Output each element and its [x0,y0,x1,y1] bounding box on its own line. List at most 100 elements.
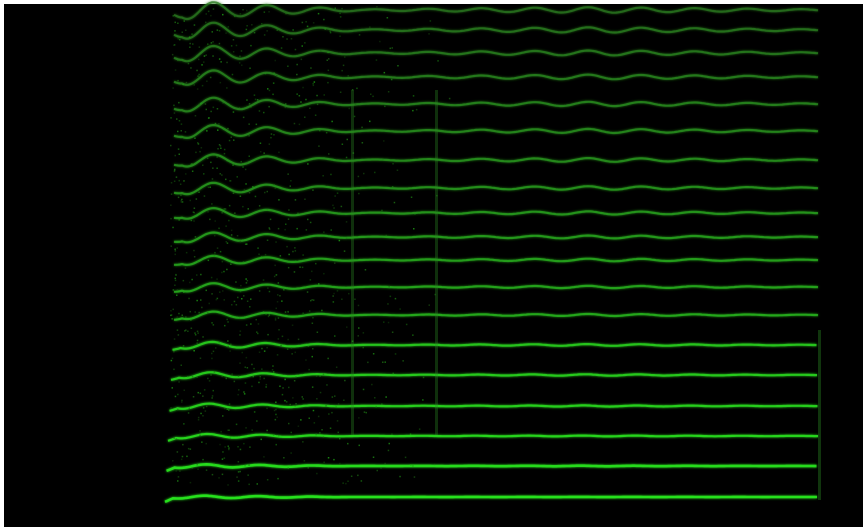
speckle [257,247,259,249]
speckle [269,143,271,145]
speckle [181,199,183,201]
speckle [307,219,309,221]
speckle [217,247,219,249]
speckle [381,404,383,406]
speckle [174,181,176,183]
speckle [173,15,175,17]
speckle [291,353,293,355]
speckle [374,397,376,399]
speckle [197,332,199,334]
speckle [226,160,228,162]
speckle [174,169,176,171]
speckle [308,369,310,371]
speckle [282,36,284,38]
speckle [208,260,210,262]
speckle [307,163,309,165]
speckle [437,60,439,62]
speckle [206,13,208,15]
speckle [367,362,369,364]
speckle [185,329,187,331]
speckle [181,401,183,403]
speckle [210,374,212,376]
speckle [248,464,250,466]
speckle [258,382,260,384]
speckle [365,269,367,271]
speckle [302,396,304,398]
speckle [218,228,220,230]
speckle [276,75,278,77]
speckle [339,240,341,242]
speckle [236,476,238,478]
speckle [197,215,199,217]
speckle [358,193,360,195]
speckle [308,345,310,347]
speckle [304,199,306,201]
speckle [211,277,213,279]
speckle [284,400,286,402]
speckle [222,14,224,16]
speckle [286,38,288,40]
speckle [302,398,304,400]
speckle [185,316,187,318]
speckle [314,81,316,83]
speckle [214,235,216,237]
speckle [244,465,246,467]
speckle [182,84,184,86]
speckle [237,446,239,448]
speckle [265,254,267,256]
speckle [214,252,216,254]
speckle [284,379,286,381]
speckle [339,438,341,440]
speckle [290,404,292,406]
speckle [238,461,240,463]
speckle [290,452,292,454]
speckle [230,264,232,266]
speckle [183,345,185,347]
speckle [384,463,386,465]
speckle [393,373,395,375]
speckle [344,250,346,252]
speckle [200,358,202,360]
speckle [343,400,345,402]
speckle [178,102,180,104]
speckle [315,263,317,265]
speckle [383,140,385,142]
speckle [296,228,298,230]
speckle [335,406,337,408]
speckle [394,202,396,204]
speckle [277,417,279,419]
speckle [248,123,250,125]
speckle [175,69,177,71]
speckle [178,381,180,383]
speckle [175,155,177,157]
speckle [208,11,210,13]
speckle [358,176,360,178]
speckle [192,43,194,45]
speckle [185,173,187,175]
speckle [319,432,321,434]
speckle [371,384,373,386]
speckle [199,104,201,106]
speckle [227,321,229,323]
speckle [333,301,335,303]
speckle [229,430,231,432]
speckle [304,42,306,44]
speckle [239,317,241,319]
speckle [277,354,279,356]
speckle [233,39,235,41]
speckle [259,352,261,354]
speckle [316,398,318,400]
speckle [228,26,230,28]
speckle [275,188,277,190]
speckle [188,448,190,450]
speckle [275,319,277,321]
speckle [381,210,383,212]
speckle [225,179,227,181]
speckle [314,422,316,424]
speckle [178,334,180,336]
speckle [275,419,277,421]
speckle [210,77,212,79]
speckle [244,393,246,395]
speckle [319,130,321,132]
speckle [282,394,284,396]
